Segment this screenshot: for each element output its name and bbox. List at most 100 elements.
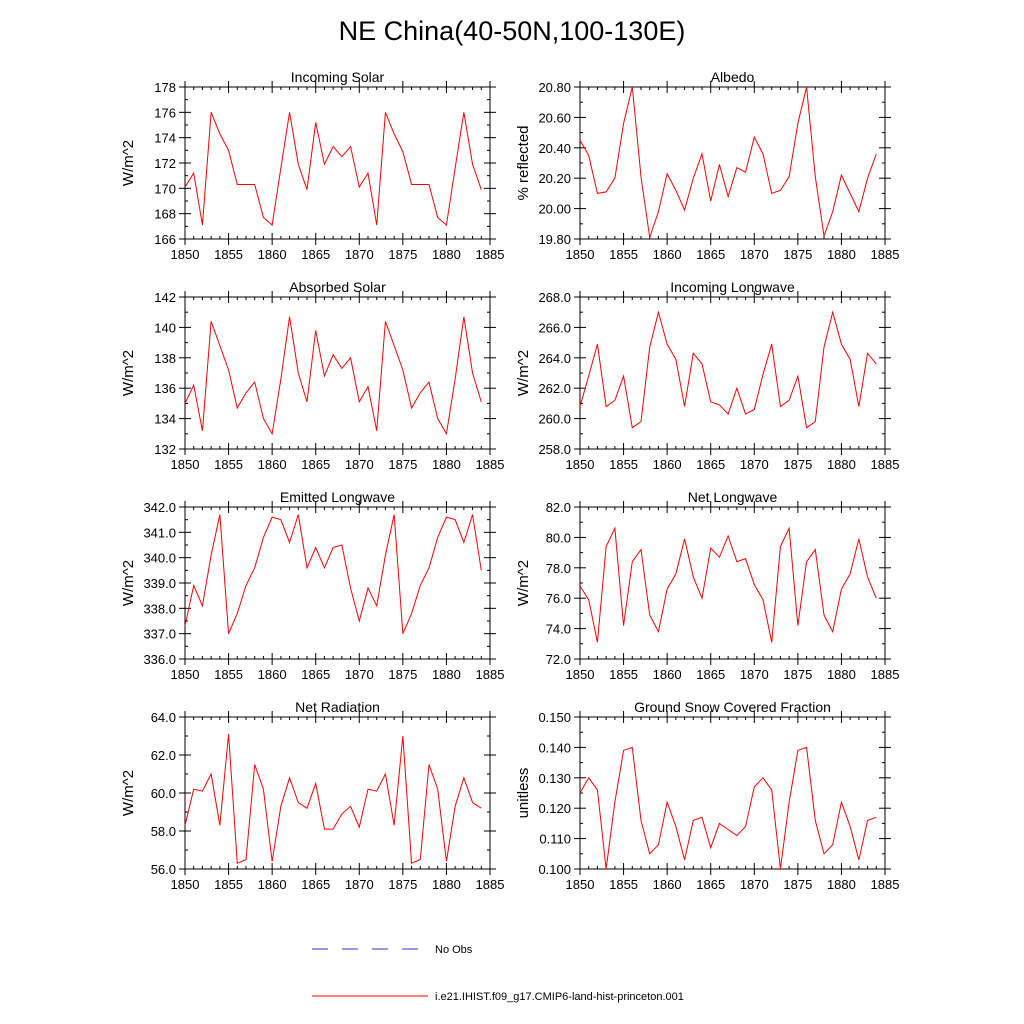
x-tick-label: 1855 xyxy=(609,877,638,892)
y-tick-label: 0.150 xyxy=(538,710,571,725)
x-tick-label: 1885 xyxy=(871,667,900,682)
x-tick-label: 1870 xyxy=(740,667,769,682)
chart-panel: Incoming Longwave W/m^2 1850 1855 1860 1865 18… xyxy=(515,279,899,472)
panel-title: Absorbed Solar xyxy=(289,279,386,295)
y-tick-label: 168 xyxy=(154,207,176,222)
plot-frame xyxy=(579,296,886,450)
plot-frame xyxy=(579,716,886,870)
series-line xyxy=(579,86,877,238)
y-tick-label: 0.130 xyxy=(538,771,571,786)
panel-title: Incoming Longwave xyxy=(670,279,795,295)
x-tick-label: 1855 xyxy=(214,457,243,472)
x-tick-label: 1885 xyxy=(476,667,505,682)
y-tick-label: 78.0 xyxy=(546,561,571,576)
x-tick-label: 1870 xyxy=(740,877,769,892)
y-tick-label: 76.0 xyxy=(546,591,571,606)
x-tick-label: 1850 xyxy=(171,667,200,682)
x-tick-label: 1865 xyxy=(696,667,725,682)
x-tick-label: 1875 xyxy=(388,667,417,682)
y-tick-label: 178 xyxy=(154,80,176,95)
x-tick-label: 1850 xyxy=(566,457,595,472)
chart-panel: Net Radiation W/m^2 1850 1855 1860 1865 1870 18… xyxy=(120,699,504,892)
y-axis-label: W/m^2 xyxy=(120,350,137,396)
y-tick-label: 337.0 xyxy=(143,627,176,642)
x-tick-label: 1850 xyxy=(566,247,595,262)
series-line xyxy=(184,316,482,436)
x-tick-label: 1880 xyxy=(432,457,461,472)
series-line xyxy=(579,310,877,429)
legend-label: No Obs xyxy=(435,944,473,956)
y-tick-label: 80.0 xyxy=(546,530,571,545)
x-tick-label: 1860 xyxy=(258,877,287,892)
x-tick-label: 1885 xyxy=(476,877,505,892)
x-tick-label: 1860 xyxy=(653,667,682,682)
y-axis-label: W/m^2 xyxy=(120,770,137,816)
y-tick-label: 262.0 xyxy=(538,381,571,396)
x-tick-label: 1850 xyxy=(566,667,595,682)
x-tick-label: 1880 xyxy=(432,247,461,262)
x-tick-label: 1860 xyxy=(653,457,682,472)
chart-panel: Emitted Longwave W/m^2 1850 1855 1860 1865 187… xyxy=(120,489,504,682)
y-tick-label: 56.0 xyxy=(151,862,176,877)
x-tick-label: 1885 xyxy=(871,247,900,262)
x-tick-label: 1865 xyxy=(301,247,330,262)
panel-title: Albedo xyxy=(711,69,755,85)
x-tick-label: 1850 xyxy=(566,877,595,892)
plot-frame xyxy=(579,506,886,660)
y-tick-label: 138 xyxy=(154,351,176,366)
y-tick-label: 166 xyxy=(154,232,176,247)
y-tick-label: 72.0 xyxy=(546,652,571,667)
y-tick-label: 64.0 xyxy=(151,710,176,725)
chart-panel: Absorbed Solar W/m^2 1850 1855 1860 1865 1870 1… xyxy=(120,279,504,472)
y-tick-label: 342.0 xyxy=(143,500,176,515)
y-tick-label: 134 xyxy=(154,412,176,427)
y-tick-label: 268.0 xyxy=(538,290,571,305)
y-tick-label: 174 xyxy=(154,131,176,146)
x-tick-label: 1875 xyxy=(388,457,417,472)
y-tick-label: 0.140 xyxy=(538,740,571,755)
y-tick-label: 20.00 xyxy=(538,202,571,217)
x-tick-label: 1880 xyxy=(432,667,461,682)
y-tick-label: 142 xyxy=(154,290,176,305)
x-tick-label: 1865 xyxy=(696,877,725,892)
x-tick-label: 1855 xyxy=(214,247,243,262)
y-tick-label: 341.0 xyxy=(143,525,176,540)
figure-title: NE China(40-50N,100-130E) xyxy=(339,16,686,46)
x-tick-label: 1865 xyxy=(301,667,330,682)
x-tick-label: 1875 xyxy=(783,877,812,892)
y-tick-label: 340.0 xyxy=(143,551,176,566)
x-tick-label: 1885 xyxy=(871,457,900,472)
plot-frame xyxy=(184,86,491,240)
y-axis-label: W/m^2 xyxy=(120,560,137,606)
y-tick-label: 176 xyxy=(154,105,176,120)
x-tick-label: 1880 xyxy=(827,457,856,472)
y-axis-label: W/m^2 xyxy=(120,140,137,186)
x-tick-label: 1855 xyxy=(214,877,243,892)
x-tick-label: 1880 xyxy=(432,877,461,892)
y-tick-label: 132 xyxy=(154,442,176,457)
y-tick-label: 336.0 xyxy=(143,652,176,667)
x-tick-label: 1860 xyxy=(258,457,287,472)
x-tick-label: 1865 xyxy=(301,457,330,472)
x-tick-label: 1875 xyxy=(783,247,812,262)
x-tick-label: 1865 xyxy=(696,457,725,472)
y-axis-label: unitless xyxy=(515,768,532,819)
y-tick-label: 260.0 xyxy=(538,412,571,427)
y-tick-label: 20.20 xyxy=(538,171,571,186)
x-tick-label: 1860 xyxy=(653,247,682,262)
x-tick-label: 1885 xyxy=(476,457,505,472)
y-tick-label: 62.0 xyxy=(151,748,176,763)
x-tick-label: 1865 xyxy=(696,247,725,262)
y-tick-label: 74.0 xyxy=(546,622,571,637)
y-tick-label: 0.110 xyxy=(539,832,571,847)
y-tick-label: 172 xyxy=(154,156,176,171)
x-tick-label: 1875 xyxy=(783,667,812,682)
y-tick-label: 82.0 xyxy=(546,500,571,515)
x-tick-label: 1870 xyxy=(345,247,374,262)
plot-frame xyxy=(579,86,886,240)
y-tick-label: 136 xyxy=(154,381,176,396)
series-line xyxy=(579,526,877,643)
y-tick-label: 20.80 xyxy=(538,80,571,95)
plot-frame xyxy=(184,296,491,450)
